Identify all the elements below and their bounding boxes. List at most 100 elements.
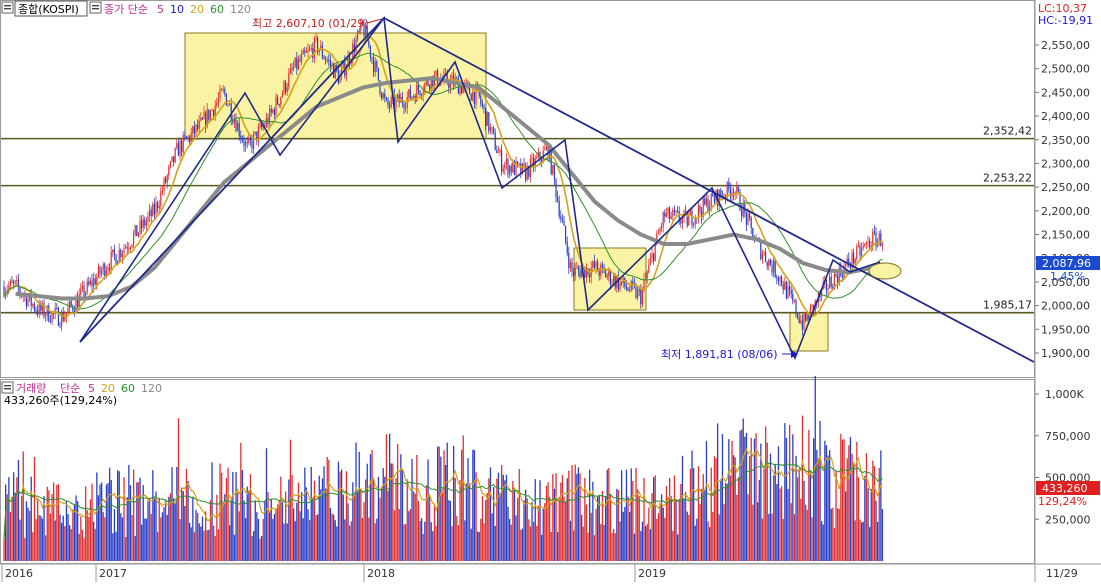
candle-body	[97, 266, 99, 278]
price-tick-label: 2,500,00	[1041, 63, 1090, 76]
volume-bar	[166, 514, 168, 561]
candle-body	[264, 125, 266, 127]
candle-body	[470, 93, 472, 101]
volume-bar	[611, 532, 613, 561]
volume-bar	[397, 443, 399, 561]
candle-body	[750, 217, 752, 228]
candle-body	[710, 193, 712, 207]
level-label: 2,352,42	[983, 125, 1032, 138]
volume-bar	[520, 529, 522, 561]
volume-bar	[803, 480, 805, 561]
volume-bar	[157, 531, 159, 561]
volume-bar	[515, 515, 517, 561]
candle-body	[557, 197, 559, 201]
volume-bar	[512, 480, 514, 561]
legend-menu-icon[interactable]	[89, 1, 102, 14]
candle-body	[117, 260, 119, 264]
candle-body	[558, 200, 560, 217]
volume-bar	[126, 497, 128, 561]
candle-body	[459, 85, 461, 94]
volume-bar	[649, 529, 652, 561]
volume-bar	[657, 513, 660, 561]
candle-body	[707, 198, 709, 213]
volume-bar	[829, 450, 831, 561]
candle-body	[651, 253, 653, 259]
candle-body	[277, 97, 279, 105]
volume-bar	[254, 500, 256, 561]
candle-body	[741, 210, 743, 217]
volume-bar	[341, 469, 343, 561]
volume-bar	[832, 507, 834, 561]
candle-body	[121, 253, 123, 258]
candle-body	[825, 280, 827, 291]
candle-body	[491, 127, 493, 129]
candle-body	[614, 276, 616, 288]
candle-body	[845, 264, 847, 266]
candle-body	[200, 117, 202, 121]
candle-body	[598, 271, 600, 276]
pane-menu-icon[interactable]	[1, 1, 14, 14]
candle-body	[864, 244, 866, 246]
volume-bar	[552, 474, 554, 561]
volume-bar	[360, 488, 362, 561]
candle-body	[19, 288, 21, 294]
candle-body	[296, 57, 298, 69]
candle-body	[862, 245, 864, 249]
candle-body	[531, 158, 533, 160]
volume-bar	[153, 496, 156, 561]
candle-body	[563, 220, 565, 226]
volume-bar	[227, 467, 229, 561]
candle-body	[512, 161, 514, 173]
candle-body	[552, 165, 554, 174]
volume-bar	[187, 480, 189, 561]
index-title-box[interactable]	[14, 0, 88, 17]
candle-body	[304, 50, 306, 53]
candle-body	[448, 83, 450, 89]
candle-body	[238, 123, 240, 136]
candle-body	[481, 103, 483, 106]
candle-body	[848, 258, 850, 266]
candle-body	[165, 178, 167, 183]
candle-body	[507, 159, 509, 175]
volume-bar	[744, 436, 746, 561]
volume-bar	[25, 501, 28, 561]
volume-bar	[665, 486, 668, 561]
volume-bar	[405, 524, 407, 561]
candle-body	[677, 210, 679, 212]
candle-body	[720, 189, 722, 196]
volume-bar	[342, 494, 344, 561]
candle-body	[742, 204, 744, 217]
zigzag-wave-line[interactable]	[79, 15, 881, 360]
volume-bar	[297, 482, 300, 561]
trend-line[interactable]	[79, 17, 385, 343]
volume-bar	[257, 518, 260, 561]
volume-bar	[345, 471, 348, 561]
candle-body	[83, 285, 85, 298]
volume-bar	[251, 536, 253, 561]
volume-bar	[878, 467, 880, 561]
volume-bar	[537, 505, 540, 561]
candle-body	[345, 67, 347, 76]
volume-bar	[486, 493, 488, 561]
volume-bar	[773, 475, 775, 561]
volume-bar	[205, 511, 207, 561]
candle-body	[270, 108, 272, 113]
volume-bar	[526, 498, 528, 561]
candle-body	[62, 312, 64, 321]
candle-body	[88, 281, 90, 285]
candle-body	[769, 259, 771, 266]
candle-body	[662, 212, 664, 227]
volume-bar	[640, 530, 642, 561]
candle-body	[421, 95, 423, 97]
volume-bar	[462, 435, 464, 561]
volume-bar	[336, 526, 338, 561]
candle-body	[283, 81, 285, 94]
volume-bar	[16, 477, 18, 561]
volume-bar	[470, 528, 472, 561]
candle-body	[725, 195, 727, 198]
candle-body	[867, 241, 869, 243]
price-tick-label: 2,200,00	[1041, 205, 1090, 218]
volume-menu-icon[interactable]	[1, 381, 14, 394]
volume-bar	[213, 525, 215, 561]
